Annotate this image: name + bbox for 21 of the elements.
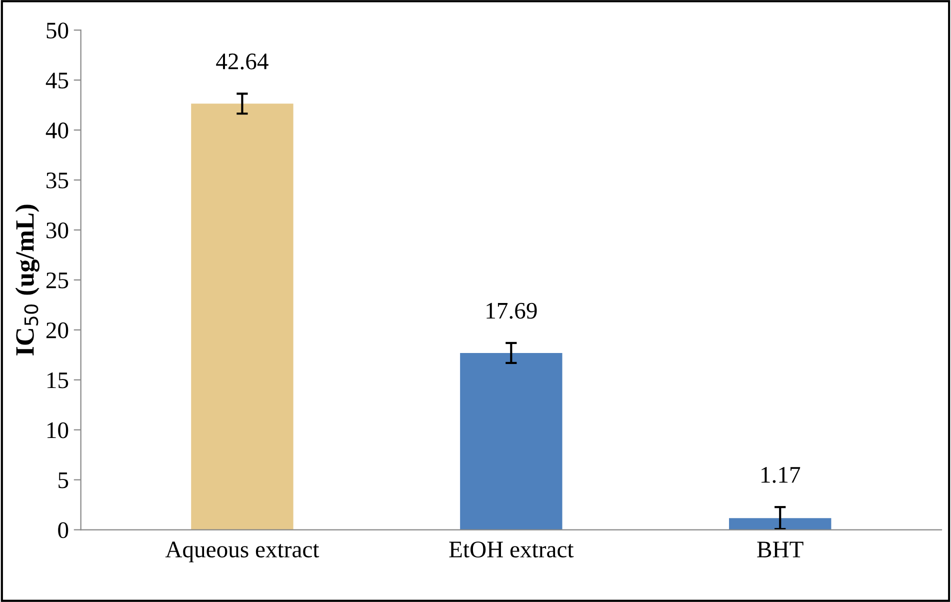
x-tick-label: EtOH extract [449,542,574,558]
y-tick-label: 5 [58,472,68,488]
y-tick-label: 45 [46,72,68,88]
x-tick-label: BHT [757,542,804,558]
data-label: 42.64 [216,54,268,70]
bar [191,104,294,530]
y-tick-label: 10 [47,422,68,438]
y-tick-label: 40 [46,122,68,138]
bar [460,352,562,530]
y-tick-label: 15 [47,372,68,388]
y-tick-label: 20 [46,322,68,338]
bar [729,518,832,530]
y-tick-label: 50 [46,22,68,39]
y-tick-label: 25 [46,272,68,288]
data-label: 17.69 [486,302,537,319]
y-axis-title: IC$_{50}$ (ug/mL) [15,204,40,356]
y-tick-label: 0 [58,522,68,538]
y-tick-label: 30 [46,222,68,238]
data-label: 1.17 [762,467,800,483]
y-tick-label: 35 [46,172,68,188]
x-tick-label: Aqueous extract [165,542,320,562]
